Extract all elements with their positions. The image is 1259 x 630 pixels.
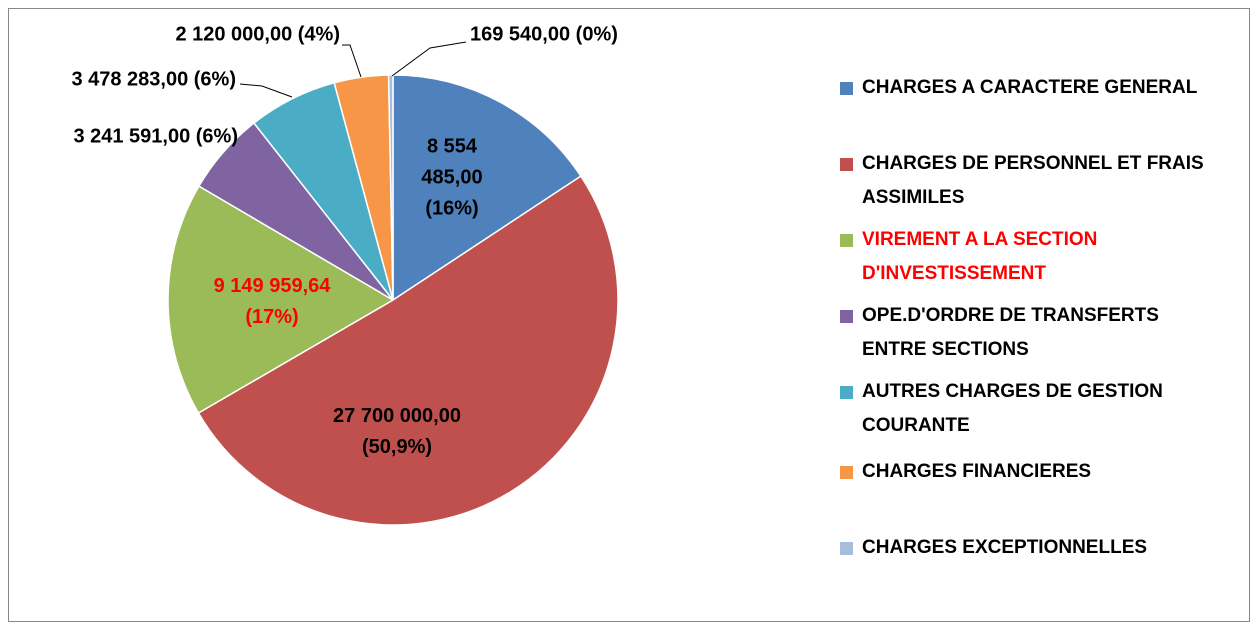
pie-slice bbox=[392, 74, 582, 302]
legend-swatch bbox=[840, 158, 853, 171]
legend-label: CHARGES EXCEPTIONNELLES bbox=[862, 537, 1148, 558]
legend-swatch bbox=[840, 82, 853, 95]
leader-line bbox=[239, 83, 293, 98]
legend-label: OPE.D'ORDRE DE TRANSFERTS ENTRE SECTIONS bbox=[862, 305, 1159, 360]
legend-label: VIREMENT A LA SECTION D'INVESTISSEMENT bbox=[862, 229, 1098, 284]
legend-label: CHARGES A CARACTERE GENERAL bbox=[862, 77, 1198, 98]
legend-label: AUTRES CHARGES DE GESTION COURANTE bbox=[862, 381, 1163, 436]
data-label: 169 540,00 (0%) bbox=[470, 23, 618, 46]
data-label: 9 149 959,64 (17%) bbox=[213, 275, 331, 328]
leader-line bbox=[342, 44, 362, 78]
legend-swatch bbox=[840, 310, 853, 323]
leader-line bbox=[391, 41, 467, 77]
legend-swatch bbox=[840, 234, 853, 247]
data-label: 2 120 000,00 (4%) bbox=[175, 23, 340, 46]
pie-slice bbox=[167, 185, 395, 415]
legend-swatch bbox=[840, 542, 853, 555]
legend-label: CHARGES DE PERSONNEL ET FRAIS ASSIMILES bbox=[862, 153, 1204, 208]
legend-label: CHARGES FINANCIERES bbox=[862, 461, 1092, 482]
data-label: 3 478 283,00 (6%) bbox=[71, 68, 236, 91]
data-label: 3 241 591,00 (6%) bbox=[73, 125, 238, 148]
legend-swatch bbox=[840, 386, 853, 399]
pie-slice bbox=[197, 175, 619, 526]
data-label: 27 700 000,00 (50,9%) bbox=[333, 405, 461, 458]
legend-swatch bbox=[840, 466, 853, 479]
data-label: 8 554 485,00 (16%) bbox=[421, 135, 483, 220]
